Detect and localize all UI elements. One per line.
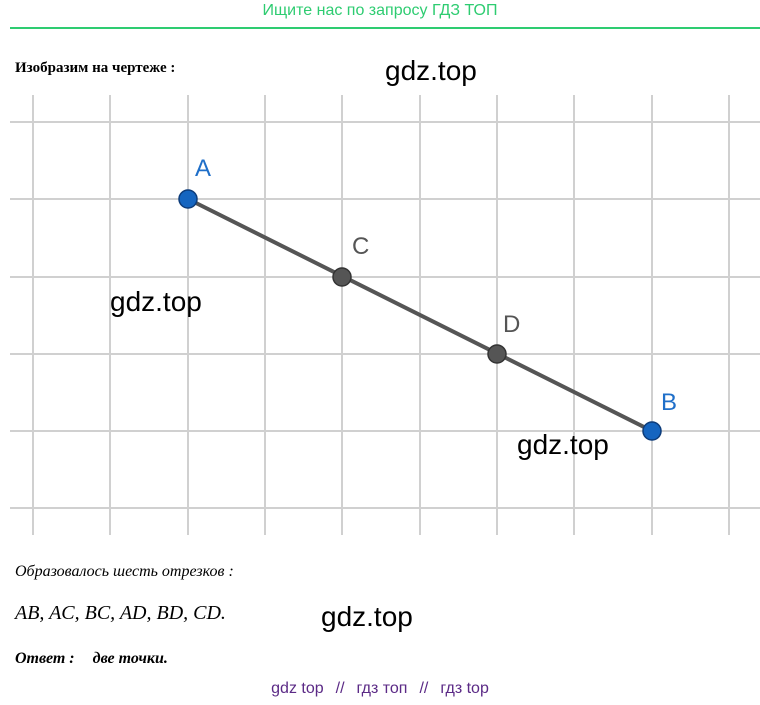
- header-text: Ищите нас по запросу ГДЗ ТОП: [262, 2, 498, 19]
- intro-text: Изобразим на чертеже :: [15, 60, 176, 76]
- separator: //: [335, 680, 345, 697]
- watermark: gdz.top: [321, 601, 413, 632]
- answer: Ответ : две точки.: [15, 650, 168, 668]
- watermark: gdz.top: [110, 286, 202, 317]
- point-label: B: [661, 389, 678, 416]
- footer-link[interactable]: гдз top: [440, 680, 489, 697]
- figure: [10, 95, 760, 535]
- watermark: gdz.top: [517, 429, 609, 460]
- point-d: [487, 344, 507, 364]
- header-line: [10, 27, 760, 29]
- answer-text: две точки.: [92, 650, 168, 667]
- separator: //: [419, 680, 429, 697]
- footer-link[interactable]: гдз топ: [356, 680, 408, 697]
- point-c: [332, 267, 352, 287]
- point-label: A: [195, 155, 212, 182]
- answer-label: Ответ :: [15, 650, 75, 667]
- point-b: [642, 421, 662, 441]
- point-a: [178, 189, 198, 209]
- segment: [187, 197, 653, 433]
- point-label: C: [352, 233, 370, 260]
- footer: gdz top // гдз топ // гдз top: [0, 680, 760, 698]
- result-text: Образовалось шесть отрезков :: [15, 563, 234, 580]
- point-label: D: [503, 311, 521, 338]
- segments-list: AB, AC, BC, AD, BD, CD.: [15, 602, 226, 624]
- footer-link[interactable]: gdz top: [271, 680, 324, 697]
- watermark: gdz.top: [385, 55, 477, 86]
